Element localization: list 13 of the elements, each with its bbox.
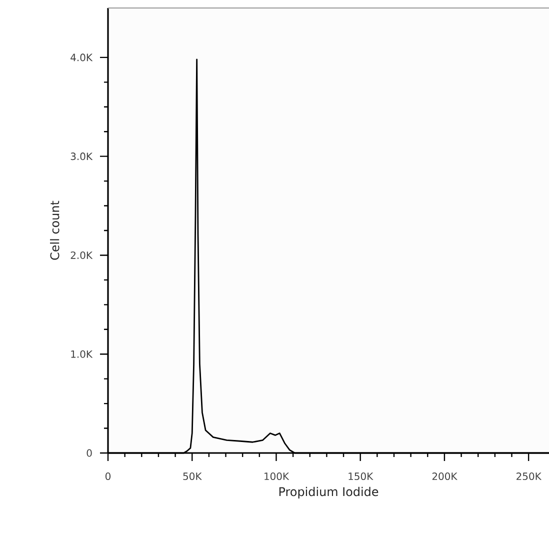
x-axis-title: Propidium Iodide <box>279 486 378 498</box>
x-tick-label: 150K <box>348 472 374 480</box>
y-tick-label: 3.0K <box>70 152 93 160</box>
x-tick-label: 0 <box>105 472 111 480</box>
y-tick-label: 2.0K <box>70 251 93 259</box>
x-tick-label: 200K <box>432 472 458 480</box>
x-tick-label: 50K <box>183 472 202 480</box>
y-tick-label: 1.0K <box>71 350 93 358</box>
y-tick-label: 0 <box>86 449 92 457</box>
x-tick-label: 250K <box>516 472 542 480</box>
y-axis-title: Cell count <box>50 200 60 260</box>
x-tick-label: 100K <box>264 472 290 480</box>
y-tick-label: 4.0K <box>70 54 93 62</box>
